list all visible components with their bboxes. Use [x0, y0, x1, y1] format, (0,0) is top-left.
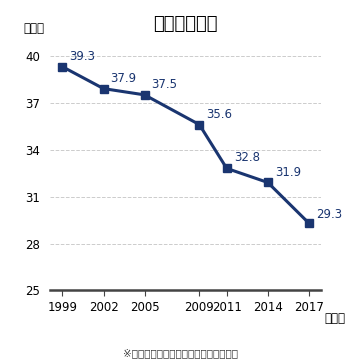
- Text: ※厚生労働省「患者調査」より当社作成: ※厚生労働省「患者調査」より当社作成: [122, 348, 238, 358]
- Title: 平均在院日数: 平均在院日数: [153, 15, 218, 33]
- Text: （日）: （日）: [23, 22, 44, 35]
- Text: 32.8: 32.8: [234, 152, 260, 165]
- Text: 37.9: 37.9: [111, 72, 136, 85]
- Text: 35.6: 35.6: [206, 108, 232, 121]
- Text: 37.5: 37.5: [152, 78, 177, 91]
- Text: （年）: （年）: [324, 312, 345, 325]
- Text: 39.3: 39.3: [69, 50, 95, 63]
- Text: 31.9: 31.9: [275, 166, 301, 179]
- Text: 29.3: 29.3: [316, 208, 342, 221]
